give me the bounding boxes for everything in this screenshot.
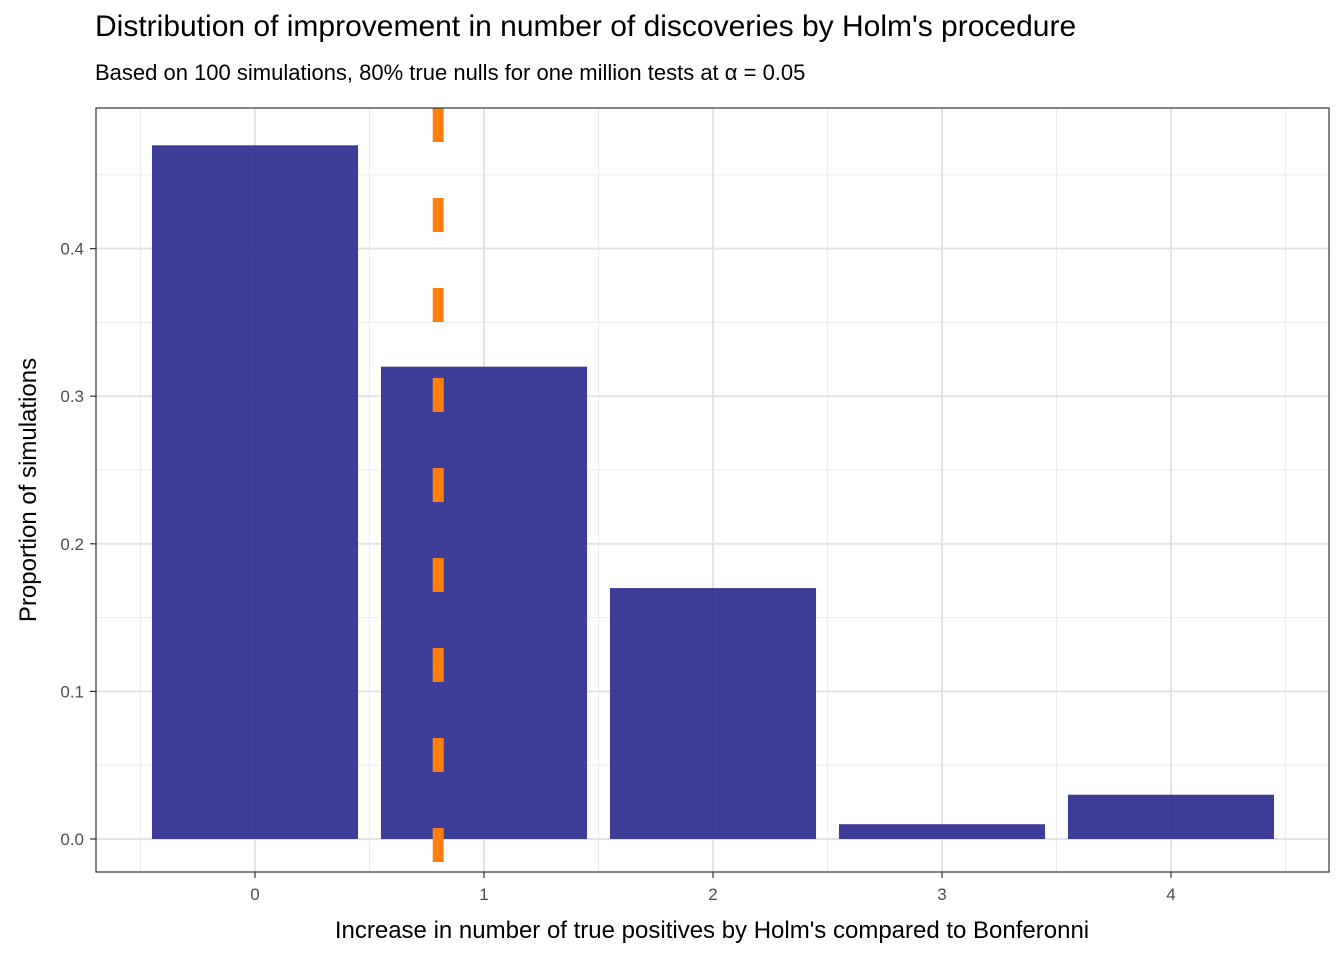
y-tick-label: 0.1 [60, 682, 84, 701]
chart-title: Distribution of improvement in number of… [95, 10, 1077, 43]
bar-4 [1067, 794, 1275, 839]
x-tick-label: 2 [708, 885, 717, 904]
x-axis: 0 1 2 3 4 [250, 872, 1176, 904]
x-tick-label: 0 [250, 885, 259, 904]
y-axis-title: Proportion of simulations [15, 358, 42, 622]
bar-0 [151, 145, 359, 839]
chart-subtitle: Based on 100 simulations, 80% true nulls… [95, 60, 806, 85]
bars [151, 145, 1275, 839]
x-tick-label: 4 [1166, 885, 1175, 904]
bar-3 [838, 824, 1046, 839]
bar-2 [609, 588, 817, 839]
y-tick-label: 0.4 [60, 240, 84, 259]
bar-1 [380, 366, 588, 839]
y-axis: 0.0 0.1 0.2 0.3 0.4 [60, 240, 96, 849]
y-tick-label: 0.2 [60, 535, 84, 554]
x-axis-title: Increase in number of true positives by … [335, 917, 1089, 944]
y-tick-label: 0.3 [60, 387, 84, 406]
x-tick-label: 1 [479, 885, 488, 904]
y-tick-label: 0.0 [60, 830, 84, 849]
x-tick-label: 3 [937, 885, 946, 904]
